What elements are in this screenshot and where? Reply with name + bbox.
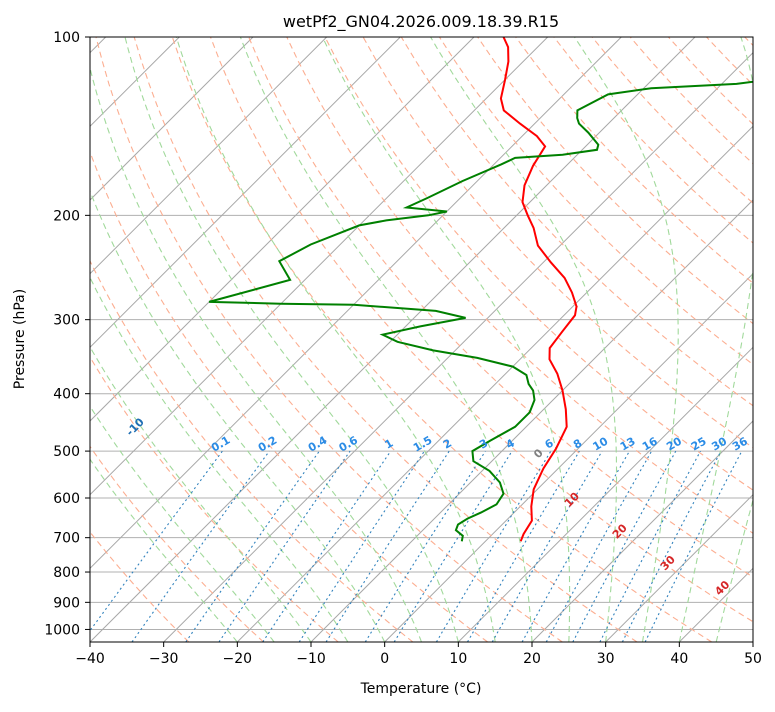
moist-adiabat-line	[86, 50, 422, 642]
moist-adiabat-line	[176, 37, 495, 642]
x-tick-label: −10	[296, 651, 326, 667]
moist-adiabat-line	[679, 37, 760, 642]
x-axis-ticks: −40 −30 −20 −10 0 10 20 30 40 50	[75, 642, 762, 667]
moist-adiabat-label: 0	[531, 446, 546, 461]
mixing-ratio-line	[573, 451, 676, 642]
mixing-ratio-line	[468, 451, 580, 642]
isotherm-line	[0, 37, 253, 642]
isotherm-line	[753, 37, 775, 642]
mixing-ratio-label: 4	[504, 436, 517, 451]
x-tick-label: −20	[223, 651, 253, 667]
dry-adiabat-line	[745, 37, 775, 642]
x-tick-label: 10	[449, 651, 467, 667]
dry-adiabat-line	[0, 37, 264, 642]
isotherm-line	[679, 37, 775, 642]
temperature-profile-line	[501, 37, 577, 541]
isotherm-line	[0, 37, 474, 642]
x-axis-label: Temperature (°C)	[360, 681, 482, 697]
mixing-ratio-line	[82, 451, 223, 642]
isotherm-line	[385, 37, 775, 642]
moist-adiabat-line	[57, 84, 385, 642]
mixing-ratio-line	[263, 451, 391, 642]
y-axis-label: Pressure (hPa)	[12, 289, 28, 389]
moist-adiabat-line	[575, 37, 679, 642]
moist-adiabat-line	[6, 133, 311, 642]
line-labels: -100-90-80-70-60-50-40-30-20-100.10.20.4…	[0, 67, 750, 598]
dry-adiabat-line	[20, 37, 413, 642]
y-tick-label: 400	[53, 387, 80, 403]
mixing-ratio-line	[365, 451, 485, 642]
y-tick-label: 700	[53, 531, 80, 547]
moist-adiabat-line	[240, 37, 532, 642]
moist-adiabat-line	[323, 37, 570, 642]
dry-adiabat-line	[134, 37, 637, 642]
isotherm-line	[0, 37, 327, 642]
y-axis-ticks: 100 200 300 400 500 600 700 800 900 1000	[44, 30, 90, 638]
y-tick-label: 300	[53, 313, 80, 329]
moist-adiabat-line	[0, 158, 274, 642]
y-tick-label: 200	[53, 208, 80, 224]
dry-adiabat-line	[707, 37, 775, 642]
chart-title: wetPf2_GN04.2026.009.18.39.R15	[283, 12, 559, 32]
dry-adiabat-line	[516, 37, 775, 642]
x-tick-label: 50	[744, 651, 762, 667]
moist-adiabat-line	[125, 37, 458, 642]
isotherm-line	[237, 37, 775, 642]
y-tick-label: 500	[53, 444, 80, 460]
x-tick-label: 40	[670, 651, 688, 667]
dry-adiabat-line	[0, 37, 189, 642]
x-tick-label: −40	[75, 651, 105, 667]
dry-adiabat-label: -10	[124, 415, 147, 438]
mixing-ratio-line	[645, 451, 742, 642]
moist-adiabat-label: 40	[712, 578, 732, 598]
isotherm-line	[311, 37, 775, 642]
x-tick-label: −30	[149, 651, 179, 667]
mixing-ratio-line	[219, 451, 350, 642]
y-tick-label: 600	[53, 491, 80, 507]
y-tick-label: 800	[53, 565, 80, 581]
x-tick-label: 20	[523, 651, 541, 667]
x-tick-label: 30	[597, 651, 615, 667]
dry-adiabat-line	[592, 37, 775, 642]
y-tick-label: 900	[53, 595, 80, 611]
mixing-ratio-label: 2	[441, 437, 454, 452]
isotherm-line	[16, 37, 621, 642]
isotherm-line	[458, 37, 775, 642]
mixing-ratio-line	[600, 451, 701, 642]
moist-adiabat-line	[716, 37, 775, 642]
moist-adiabat-label: 30	[658, 553, 678, 573]
y-tick-label: 100	[53, 30, 80, 46]
dry-adiabat-line	[58, 37, 488, 642]
y-tick-label: 1000	[44, 622, 80, 638]
isotherm-line	[0, 37, 400, 642]
mixing-ratio-line	[299, 451, 424, 642]
dry-adiabat-line	[668, 37, 775, 642]
mixing-ratio-line	[394, 451, 512, 642]
dry-adiabat-line	[0, 37, 338, 642]
x-tick-label: 0	[380, 651, 389, 667]
dry-adiabat-line	[554, 37, 775, 642]
mixing-ratio-line	[326, 451, 449, 642]
background-lines	[0, 37, 775, 642]
